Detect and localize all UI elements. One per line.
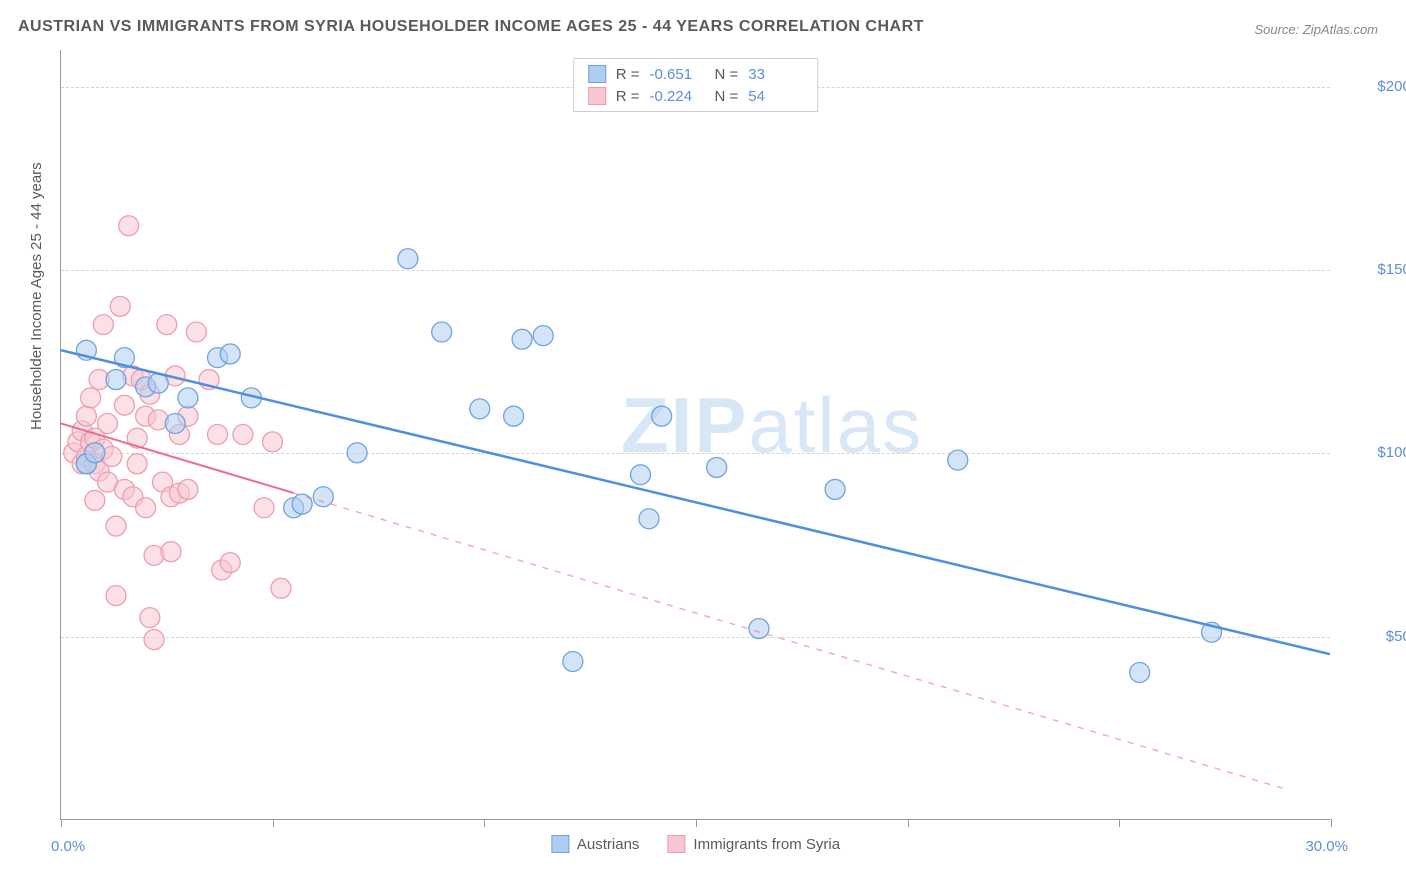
data-point	[93, 315, 113, 335]
swatch-austrians	[588, 65, 606, 83]
source-attribution: Source: ZipAtlas.com	[1254, 22, 1378, 37]
data-point	[470, 399, 490, 419]
x-tick	[908, 819, 909, 827]
data-point	[119, 216, 139, 236]
trend-line-dashed	[294, 493, 1288, 790]
data-point	[563, 652, 583, 672]
chart-container: AUSTRIAN VS IMMIGRANTS FROM SYRIA HOUSEH…	[0, 0, 1406, 892]
swatch-syria	[588, 87, 606, 105]
data-point	[263, 432, 283, 452]
chart-title: AUSTRIAN VS IMMIGRANTS FROM SYRIA HOUSEH…	[18, 18, 924, 36]
n-label-2: N =	[715, 88, 739, 105]
n-label: N =	[715, 66, 739, 83]
data-point	[432, 322, 452, 342]
data-point	[136, 498, 156, 518]
data-point	[178, 388, 198, 408]
x-min-label: 0.0%	[51, 838, 85, 855]
data-point	[85, 490, 105, 510]
data-point	[504, 406, 524, 426]
y-tick-label: $200,000	[1340, 78, 1406, 95]
data-point	[220, 553, 240, 573]
r-label: R =	[616, 66, 640, 83]
data-point	[208, 425, 228, 445]
r-label-2: R =	[616, 88, 640, 105]
data-point	[106, 586, 126, 606]
data-point	[233, 425, 253, 445]
data-point	[186, 322, 206, 342]
data-point	[220, 344, 240, 364]
data-point	[114, 395, 134, 415]
y-axis-title: Householder Income Ages 25 - 44 years	[28, 162, 45, 430]
legend-item-syria: Immigrants from Syria	[667, 835, 840, 853]
x-tick	[61, 819, 62, 827]
correlation-legend: R = -0.651 N = 33 R = -0.224 N = 54	[573, 58, 819, 112]
x-tick	[273, 819, 274, 827]
y-tick-label: $50,000	[1340, 628, 1406, 645]
data-point	[825, 479, 845, 499]
data-point	[144, 630, 164, 650]
r-value-syria: -0.224	[650, 88, 705, 105]
plot-area: ZIPatlas R = -0.651 N = 33 R = -0.224 N …	[60, 50, 1330, 820]
n-value-syria: 54	[748, 88, 803, 105]
x-tick	[1119, 819, 1120, 827]
series-legend: Austrians Immigrants from Syria	[551, 835, 840, 853]
data-point	[652, 406, 672, 426]
data-point	[254, 498, 274, 518]
data-point	[76, 406, 96, 426]
data-point	[271, 578, 291, 598]
x-max-label: 30.0%	[1305, 838, 1348, 855]
data-point	[161, 542, 181, 562]
data-point	[398, 249, 418, 269]
data-point	[533, 326, 553, 346]
legend-item-austrians: Austrians	[551, 835, 640, 853]
data-point	[707, 457, 727, 477]
data-point	[749, 619, 769, 639]
data-point	[313, 487, 333, 507]
x-tick	[484, 819, 485, 827]
data-point	[106, 370, 126, 390]
legend-row-syria: R = -0.224 N = 54	[588, 85, 804, 107]
data-point	[1130, 663, 1150, 683]
data-point	[85, 443, 105, 463]
y-tick-label: $150,000	[1340, 261, 1406, 278]
data-point	[631, 465, 651, 485]
data-point	[140, 608, 160, 628]
data-point	[98, 414, 118, 434]
x-tick	[696, 819, 697, 827]
n-value-austrians: 33	[748, 66, 803, 83]
data-point	[127, 454, 147, 474]
data-point	[110, 296, 130, 316]
legend-label-austrians: Austrians	[577, 836, 640, 853]
data-point	[948, 450, 968, 470]
data-point	[512, 329, 532, 349]
trend-line	[61, 350, 1330, 654]
data-point	[347, 443, 367, 463]
data-point	[81, 388, 101, 408]
data-point	[165, 414, 185, 434]
swatch-syria-2	[667, 835, 685, 853]
data-point	[639, 509, 659, 529]
swatch-austrians-2	[551, 835, 569, 853]
x-tick	[1331, 819, 1332, 827]
legend-row-austrians: R = -0.651 N = 33	[588, 63, 804, 85]
plot-svg	[61, 50, 1330, 819]
r-value-austrians: -0.651	[650, 66, 705, 83]
data-point	[157, 315, 177, 335]
data-point	[106, 516, 126, 536]
data-point	[178, 479, 198, 499]
y-tick-label: $100,000	[1340, 444, 1406, 461]
legend-label-syria: Immigrants from Syria	[693, 836, 840, 853]
